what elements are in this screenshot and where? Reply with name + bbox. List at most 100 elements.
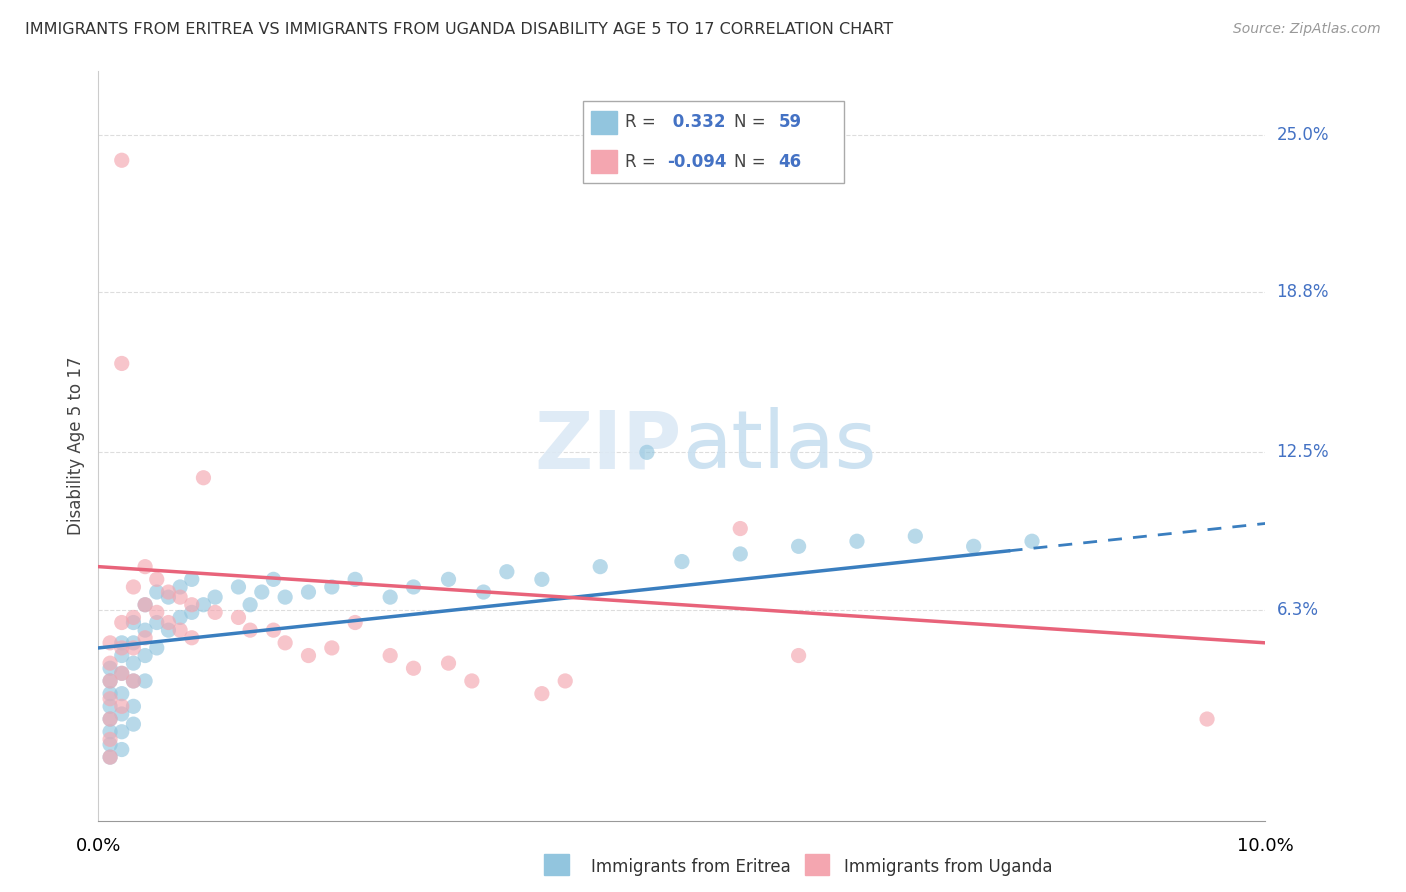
Text: Immigrants from Uganda: Immigrants from Uganda xyxy=(844,858,1052,876)
Point xyxy=(157,623,180,637)
Point xyxy=(297,585,319,599)
Point xyxy=(111,153,134,168)
Point xyxy=(122,673,145,688)
Point xyxy=(169,610,191,624)
Point xyxy=(787,539,810,553)
Point xyxy=(437,572,460,586)
Point xyxy=(157,590,180,604)
Point xyxy=(496,565,519,579)
Point xyxy=(239,598,262,612)
Point xyxy=(461,673,484,688)
Point xyxy=(134,623,156,637)
Point xyxy=(1195,712,1218,726)
Y-axis label: Disability Age 5 to 17: Disability Age 5 to 17 xyxy=(66,357,84,535)
Point xyxy=(111,636,134,650)
Point xyxy=(380,590,402,604)
Text: N =: N = xyxy=(734,112,772,131)
Point xyxy=(98,656,121,670)
Point xyxy=(98,712,121,726)
Point xyxy=(472,585,495,599)
Point xyxy=(146,640,169,655)
Point xyxy=(111,687,134,701)
Point xyxy=(98,738,121,752)
Point xyxy=(321,580,343,594)
Point xyxy=(111,724,134,739)
Text: 46: 46 xyxy=(779,153,801,171)
Point xyxy=(134,673,156,688)
Point xyxy=(730,547,752,561)
Point xyxy=(228,610,250,624)
Text: ZIP: ZIP xyxy=(534,407,682,485)
Text: Source: ZipAtlas.com: Source: ZipAtlas.com xyxy=(1233,22,1381,37)
Point xyxy=(111,356,134,370)
Point xyxy=(904,529,927,543)
Point xyxy=(671,555,693,569)
Point xyxy=(169,623,191,637)
Text: 6.3%: 6.3% xyxy=(1277,601,1319,619)
Point xyxy=(344,615,367,630)
Point xyxy=(787,648,810,663)
Point xyxy=(122,636,145,650)
Point xyxy=(193,598,215,612)
Point xyxy=(274,636,297,650)
Point xyxy=(193,471,215,485)
Point xyxy=(321,640,343,655)
Point xyxy=(111,666,134,681)
Point xyxy=(111,640,134,655)
Point xyxy=(274,590,297,604)
Point xyxy=(180,598,202,612)
Text: atlas: atlas xyxy=(682,407,876,485)
Bar xyxy=(544,854,569,875)
Point xyxy=(98,687,121,701)
Point xyxy=(134,631,156,645)
Point xyxy=(146,606,169,620)
FancyBboxPatch shape xyxy=(583,101,844,183)
Text: 0.332: 0.332 xyxy=(666,112,725,131)
Point xyxy=(98,724,121,739)
Point xyxy=(122,610,145,624)
Point xyxy=(122,673,145,688)
Point xyxy=(98,691,121,706)
Point xyxy=(169,590,191,604)
Bar xyxy=(592,150,617,173)
Point xyxy=(122,640,145,655)
Bar xyxy=(592,111,617,134)
Point xyxy=(228,580,250,594)
Point xyxy=(98,699,121,714)
Point xyxy=(98,673,121,688)
Point xyxy=(98,732,121,747)
Point xyxy=(180,606,202,620)
Point xyxy=(122,580,145,594)
Point xyxy=(98,661,121,675)
Point xyxy=(402,580,425,594)
Point xyxy=(204,606,226,620)
Point xyxy=(239,623,262,637)
Text: IMMIGRANTS FROM ERITREA VS IMMIGRANTS FROM UGANDA DISABILITY AGE 5 TO 17 CORRELA: IMMIGRANTS FROM ERITREA VS IMMIGRANTS FR… xyxy=(25,22,893,37)
Point xyxy=(589,559,612,574)
Text: R =: R = xyxy=(626,112,661,131)
Point xyxy=(157,615,180,630)
Point xyxy=(262,572,284,586)
Point xyxy=(146,615,169,630)
Text: 12.5%: 12.5% xyxy=(1277,443,1329,461)
Point xyxy=(530,572,553,586)
Point xyxy=(122,717,145,731)
Point xyxy=(846,534,869,549)
Point xyxy=(204,590,226,604)
Text: R =: R = xyxy=(626,153,661,171)
Point xyxy=(180,631,202,645)
Point xyxy=(402,661,425,675)
Point xyxy=(111,706,134,721)
Point xyxy=(134,598,156,612)
Text: -0.094: -0.094 xyxy=(666,153,727,171)
Point xyxy=(380,648,402,663)
Point xyxy=(1021,534,1043,549)
Point xyxy=(111,648,134,663)
Text: 25.0%: 25.0% xyxy=(1277,126,1329,144)
Point xyxy=(134,559,156,574)
Point xyxy=(122,699,145,714)
Point xyxy=(169,580,191,594)
Point xyxy=(122,656,145,670)
Point xyxy=(98,636,121,650)
Point xyxy=(636,445,658,459)
